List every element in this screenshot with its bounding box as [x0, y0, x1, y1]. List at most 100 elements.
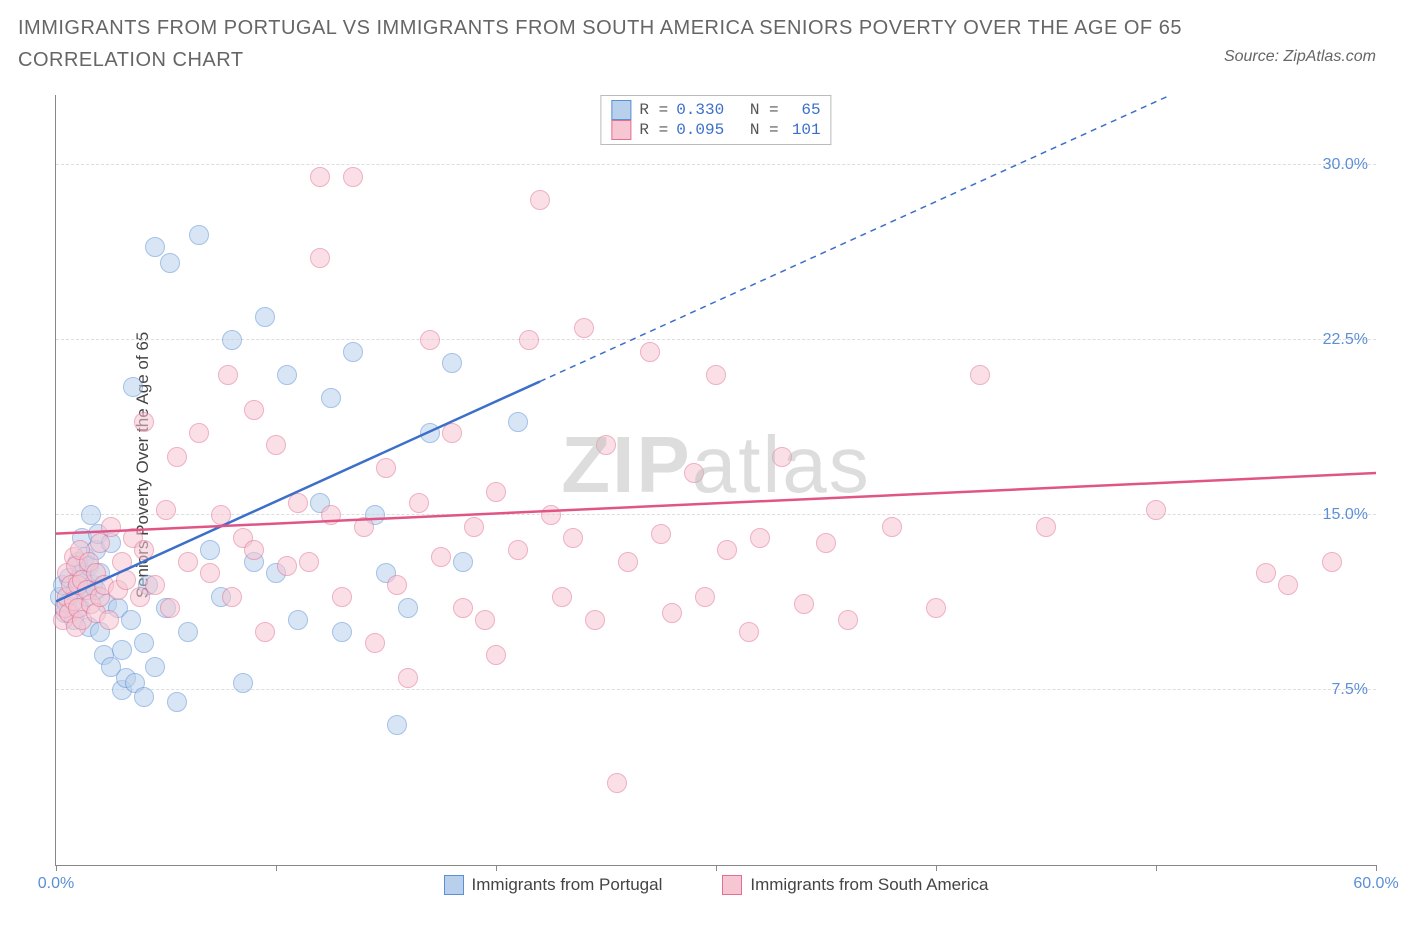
- data-point-portugal: [222, 330, 242, 350]
- swatch-portugal: [444, 875, 464, 895]
- data-point-south_america: [244, 540, 264, 560]
- data-point-south_america: [794, 594, 814, 614]
- data-point-south_america: [717, 540, 737, 560]
- data-point-south_america: [354, 517, 374, 537]
- data-point-south_america: [343, 167, 363, 187]
- data-point-south_america: [618, 552, 638, 572]
- y-tick-label: 7.5%: [1332, 681, 1368, 699]
- data-point-south_america: [145, 575, 165, 595]
- watermark: ZIPatlas: [561, 419, 870, 511]
- data-point-south_america: [101, 517, 121, 537]
- data-point-south_america: [200, 563, 220, 583]
- gridline: [56, 164, 1376, 165]
- data-point-portugal: [420, 423, 440, 443]
- data-point-portugal: [398, 598, 418, 618]
- data-point-south_america: [662, 603, 682, 623]
- legend-r-label: R =: [639, 101, 668, 119]
- data-point-portugal: [255, 307, 275, 327]
- data-point-south_america: [1146, 500, 1166, 520]
- data-point-south_america: [1278, 575, 1298, 595]
- data-point-south_america: [365, 633, 385, 653]
- data-point-south_america: [310, 248, 330, 268]
- legend-n-label: N =: [750, 101, 779, 119]
- watermark-bold: ZIP: [561, 420, 691, 509]
- data-point-south_america: [684, 463, 704, 483]
- data-point-south_america: [321, 505, 341, 525]
- x-tick: [716, 865, 717, 871]
- swatch-portugal: [611, 100, 631, 120]
- x-tick: [1156, 865, 1157, 871]
- data-point-portugal: [145, 657, 165, 677]
- data-point-portugal: [123, 377, 143, 397]
- legend-label-portugal: Immigrants from Portugal: [472, 875, 663, 895]
- chart-title: IMMIGRANTS FROM PORTUGAL VS IMMIGRANTS F…: [18, 12, 1206, 76]
- data-point-portugal: [442, 353, 462, 373]
- data-point-south_america: [376, 458, 396, 478]
- data-point-south_america: [706, 365, 726, 385]
- swatch-south-america: [611, 120, 631, 140]
- data-point-south_america: [1036, 517, 1056, 537]
- data-point-portugal: [178, 622, 198, 642]
- legend-n-value-portugal: 65: [787, 101, 821, 119]
- data-point-south_america: [695, 587, 715, 607]
- data-point-south_america: [596, 435, 616, 455]
- data-point-south_america: [332, 587, 352, 607]
- data-point-south_america: [464, 517, 484, 537]
- data-point-south_america: [838, 610, 858, 630]
- x-tick: [56, 865, 57, 871]
- data-point-south_america: [475, 610, 495, 630]
- data-point-south_america: [530, 190, 550, 210]
- data-point-south_america: [222, 587, 242, 607]
- data-point-portugal: [508, 412, 528, 432]
- data-point-portugal: [332, 622, 352, 642]
- data-point-south_america: [387, 575, 407, 595]
- gridline: [56, 514, 1376, 515]
- data-point-south_america: [178, 552, 198, 572]
- data-point-portugal: [321, 388, 341, 408]
- data-point-south_america: [442, 423, 462, 443]
- y-tick-label: 30.0%: [1323, 156, 1368, 174]
- data-point-south_america: [156, 500, 176, 520]
- data-point-portugal: [145, 237, 165, 257]
- data-point-south_america: [541, 505, 561, 525]
- legend-label-south-america: Immigrants from South America: [750, 875, 988, 895]
- data-point-south_america: [750, 528, 770, 548]
- data-point-south_america: [431, 547, 451, 567]
- data-point-south_america: [409, 493, 429, 513]
- data-point-portugal: [387, 715, 407, 735]
- x-tick: [276, 865, 277, 871]
- legend-n-value-south-america: 101: [787, 121, 821, 139]
- data-point-portugal: [134, 687, 154, 707]
- data-point-portugal: [288, 610, 308, 630]
- data-point-south_america: [1322, 552, 1342, 572]
- data-point-south_america: [574, 318, 594, 338]
- data-point-south_america: [607, 773, 627, 793]
- data-point-portugal: [277, 365, 297, 385]
- data-point-south_america: [266, 435, 286, 455]
- trend-line-south_america: [56, 473, 1376, 534]
- data-point-south_america: [453, 598, 473, 618]
- data-point-south_america: [134, 412, 154, 432]
- data-point-south_america: [160, 598, 180, 618]
- data-point-south_america: [552, 587, 572, 607]
- data-point-south_america: [255, 622, 275, 642]
- legend-n-label: N =: [750, 121, 779, 139]
- legend-item-portugal: Immigrants from Portugal: [444, 875, 663, 895]
- x-tick-label: 0.0%: [38, 875, 74, 893]
- data-point-south_america: [508, 540, 528, 560]
- data-point-south_america: [739, 622, 759, 642]
- data-point-south_america: [134, 540, 154, 560]
- gridline: [56, 339, 1376, 340]
- data-point-south_america: [519, 330, 539, 350]
- data-point-portugal: [343, 342, 363, 362]
- swatch-south-america: [722, 875, 742, 895]
- legend-r-value-portugal: 0.330: [676, 101, 724, 119]
- data-point-portugal: [167, 692, 187, 712]
- series-legend: Immigrants from Portugal Immigrants from…: [56, 875, 1376, 895]
- data-point-south_america: [772, 447, 792, 467]
- gridline: [56, 689, 1376, 690]
- data-point-south_america: [244, 400, 264, 420]
- data-point-portugal: [189, 225, 209, 245]
- legend-r-value-south-america: 0.095: [676, 121, 724, 139]
- data-point-portugal: [200, 540, 220, 560]
